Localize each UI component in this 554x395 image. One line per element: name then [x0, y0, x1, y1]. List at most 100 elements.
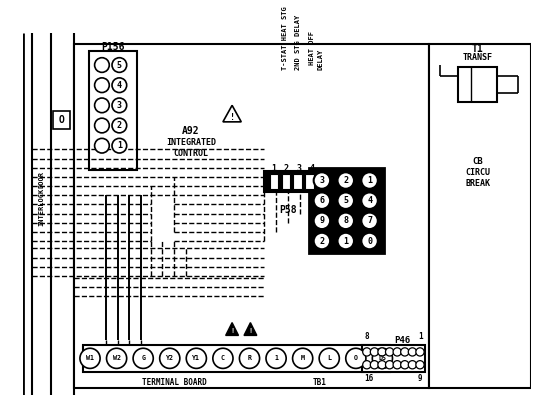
- Text: DOOR: DOOR: [38, 171, 44, 188]
- Circle shape: [361, 192, 378, 209]
- Circle shape: [361, 172, 378, 189]
- Text: INTEGRATED: INTEGRATED: [166, 138, 216, 147]
- Text: DS: DS: [378, 356, 386, 361]
- Text: 2ND STG DELAY: 2ND STG DELAY: [295, 14, 301, 70]
- Circle shape: [337, 192, 354, 209]
- Circle shape: [401, 348, 409, 356]
- Circle shape: [95, 98, 109, 113]
- Circle shape: [416, 361, 424, 369]
- Circle shape: [363, 348, 371, 356]
- Text: CONTROL: CONTROL: [173, 149, 208, 158]
- Text: !: !: [230, 328, 234, 334]
- Text: 4: 4: [309, 164, 314, 173]
- Circle shape: [186, 348, 207, 369]
- Bar: [459, 67, 497, 102]
- Circle shape: [361, 213, 378, 229]
- Circle shape: [370, 348, 378, 356]
- Circle shape: [337, 172, 354, 189]
- Text: 1: 1: [271, 164, 276, 173]
- Text: Y1: Y1: [192, 356, 201, 361]
- Text: 3: 3: [117, 101, 122, 110]
- Text: 9: 9: [418, 374, 423, 383]
- Text: !: !: [229, 113, 234, 122]
- Text: O: O: [354, 356, 358, 361]
- Circle shape: [112, 58, 127, 72]
- Text: INTERLOCK: INTERLOCK: [38, 188, 44, 226]
- Text: 1: 1: [343, 237, 348, 246]
- Bar: [309, 168, 384, 253]
- Bar: [281, 174, 290, 189]
- Text: 16: 16: [364, 374, 373, 383]
- Text: HEAT OFF: HEAT OFF: [309, 31, 315, 65]
- Text: M: M: [301, 356, 305, 361]
- Text: Y2: Y2: [166, 356, 174, 361]
- Text: 8: 8: [364, 332, 369, 341]
- Circle shape: [266, 348, 286, 369]
- Circle shape: [112, 78, 127, 92]
- Text: 7: 7: [367, 216, 372, 226]
- Circle shape: [106, 348, 127, 369]
- Text: T-STAT HEAT STG: T-STAT HEAT STG: [283, 6, 289, 70]
- Text: O: O: [59, 115, 64, 125]
- Circle shape: [393, 361, 401, 369]
- Circle shape: [239, 348, 260, 369]
- Text: P46: P46: [394, 335, 411, 344]
- Circle shape: [133, 348, 153, 369]
- Text: DELAY: DELAY: [317, 48, 324, 70]
- Text: 2: 2: [284, 164, 289, 173]
- Circle shape: [408, 361, 417, 369]
- Text: W2: W2: [112, 356, 121, 361]
- Text: 2: 2: [343, 176, 348, 185]
- Text: P156: P156: [101, 42, 125, 52]
- Text: TRANSF: TRANSF: [463, 53, 493, 62]
- Circle shape: [314, 213, 330, 229]
- Bar: [89, 51, 137, 170]
- Circle shape: [386, 361, 394, 369]
- Circle shape: [314, 233, 330, 249]
- Bar: [305, 174, 314, 189]
- Circle shape: [95, 118, 109, 133]
- Text: A92: A92: [182, 126, 199, 136]
- Text: 1: 1: [274, 356, 278, 361]
- Circle shape: [314, 172, 330, 189]
- Text: 0: 0: [367, 237, 372, 246]
- Circle shape: [80, 348, 100, 369]
- Text: CIRCU: CIRCU: [465, 168, 490, 177]
- Bar: [74, 44, 429, 387]
- Circle shape: [112, 98, 127, 113]
- Text: T1: T1: [472, 43, 484, 54]
- Text: 3: 3: [320, 176, 325, 185]
- Circle shape: [337, 233, 354, 249]
- Text: 2: 2: [320, 237, 325, 246]
- Circle shape: [95, 58, 109, 72]
- Text: 1: 1: [117, 141, 122, 150]
- Circle shape: [401, 361, 409, 369]
- Text: 5: 5: [343, 196, 348, 205]
- Text: 5: 5: [117, 60, 122, 70]
- Bar: [264, 171, 317, 192]
- Circle shape: [314, 192, 330, 209]
- Text: 4: 4: [367, 196, 372, 205]
- Text: 9: 9: [320, 216, 325, 226]
- Polygon shape: [223, 105, 241, 122]
- Circle shape: [293, 348, 313, 369]
- Text: 1: 1: [418, 332, 423, 341]
- Circle shape: [378, 361, 386, 369]
- Circle shape: [393, 348, 401, 356]
- Circle shape: [386, 348, 394, 356]
- Bar: [83, 344, 390, 372]
- Text: R: R: [248, 356, 252, 361]
- Text: 1: 1: [367, 176, 372, 185]
- Circle shape: [160, 348, 180, 369]
- Text: 4: 4: [117, 81, 122, 90]
- Circle shape: [346, 348, 366, 369]
- Circle shape: [337, 213, 354, 229]
- Polygon shape: [225, 323, 239, 335]
- Circle shape: [408, 348, 417, 356]
- Circle shape: [95, 78, 109, 92]
- Text: !: !: [248, 328, 253, 334]
- Text: 6: 6: [320, 196, 325, 205]
- Circle shape: [112, 118, 127, 133]
- Text: G: G: [141, 356, 145, 361]
- Bar: [429, 44, 531, 387]
